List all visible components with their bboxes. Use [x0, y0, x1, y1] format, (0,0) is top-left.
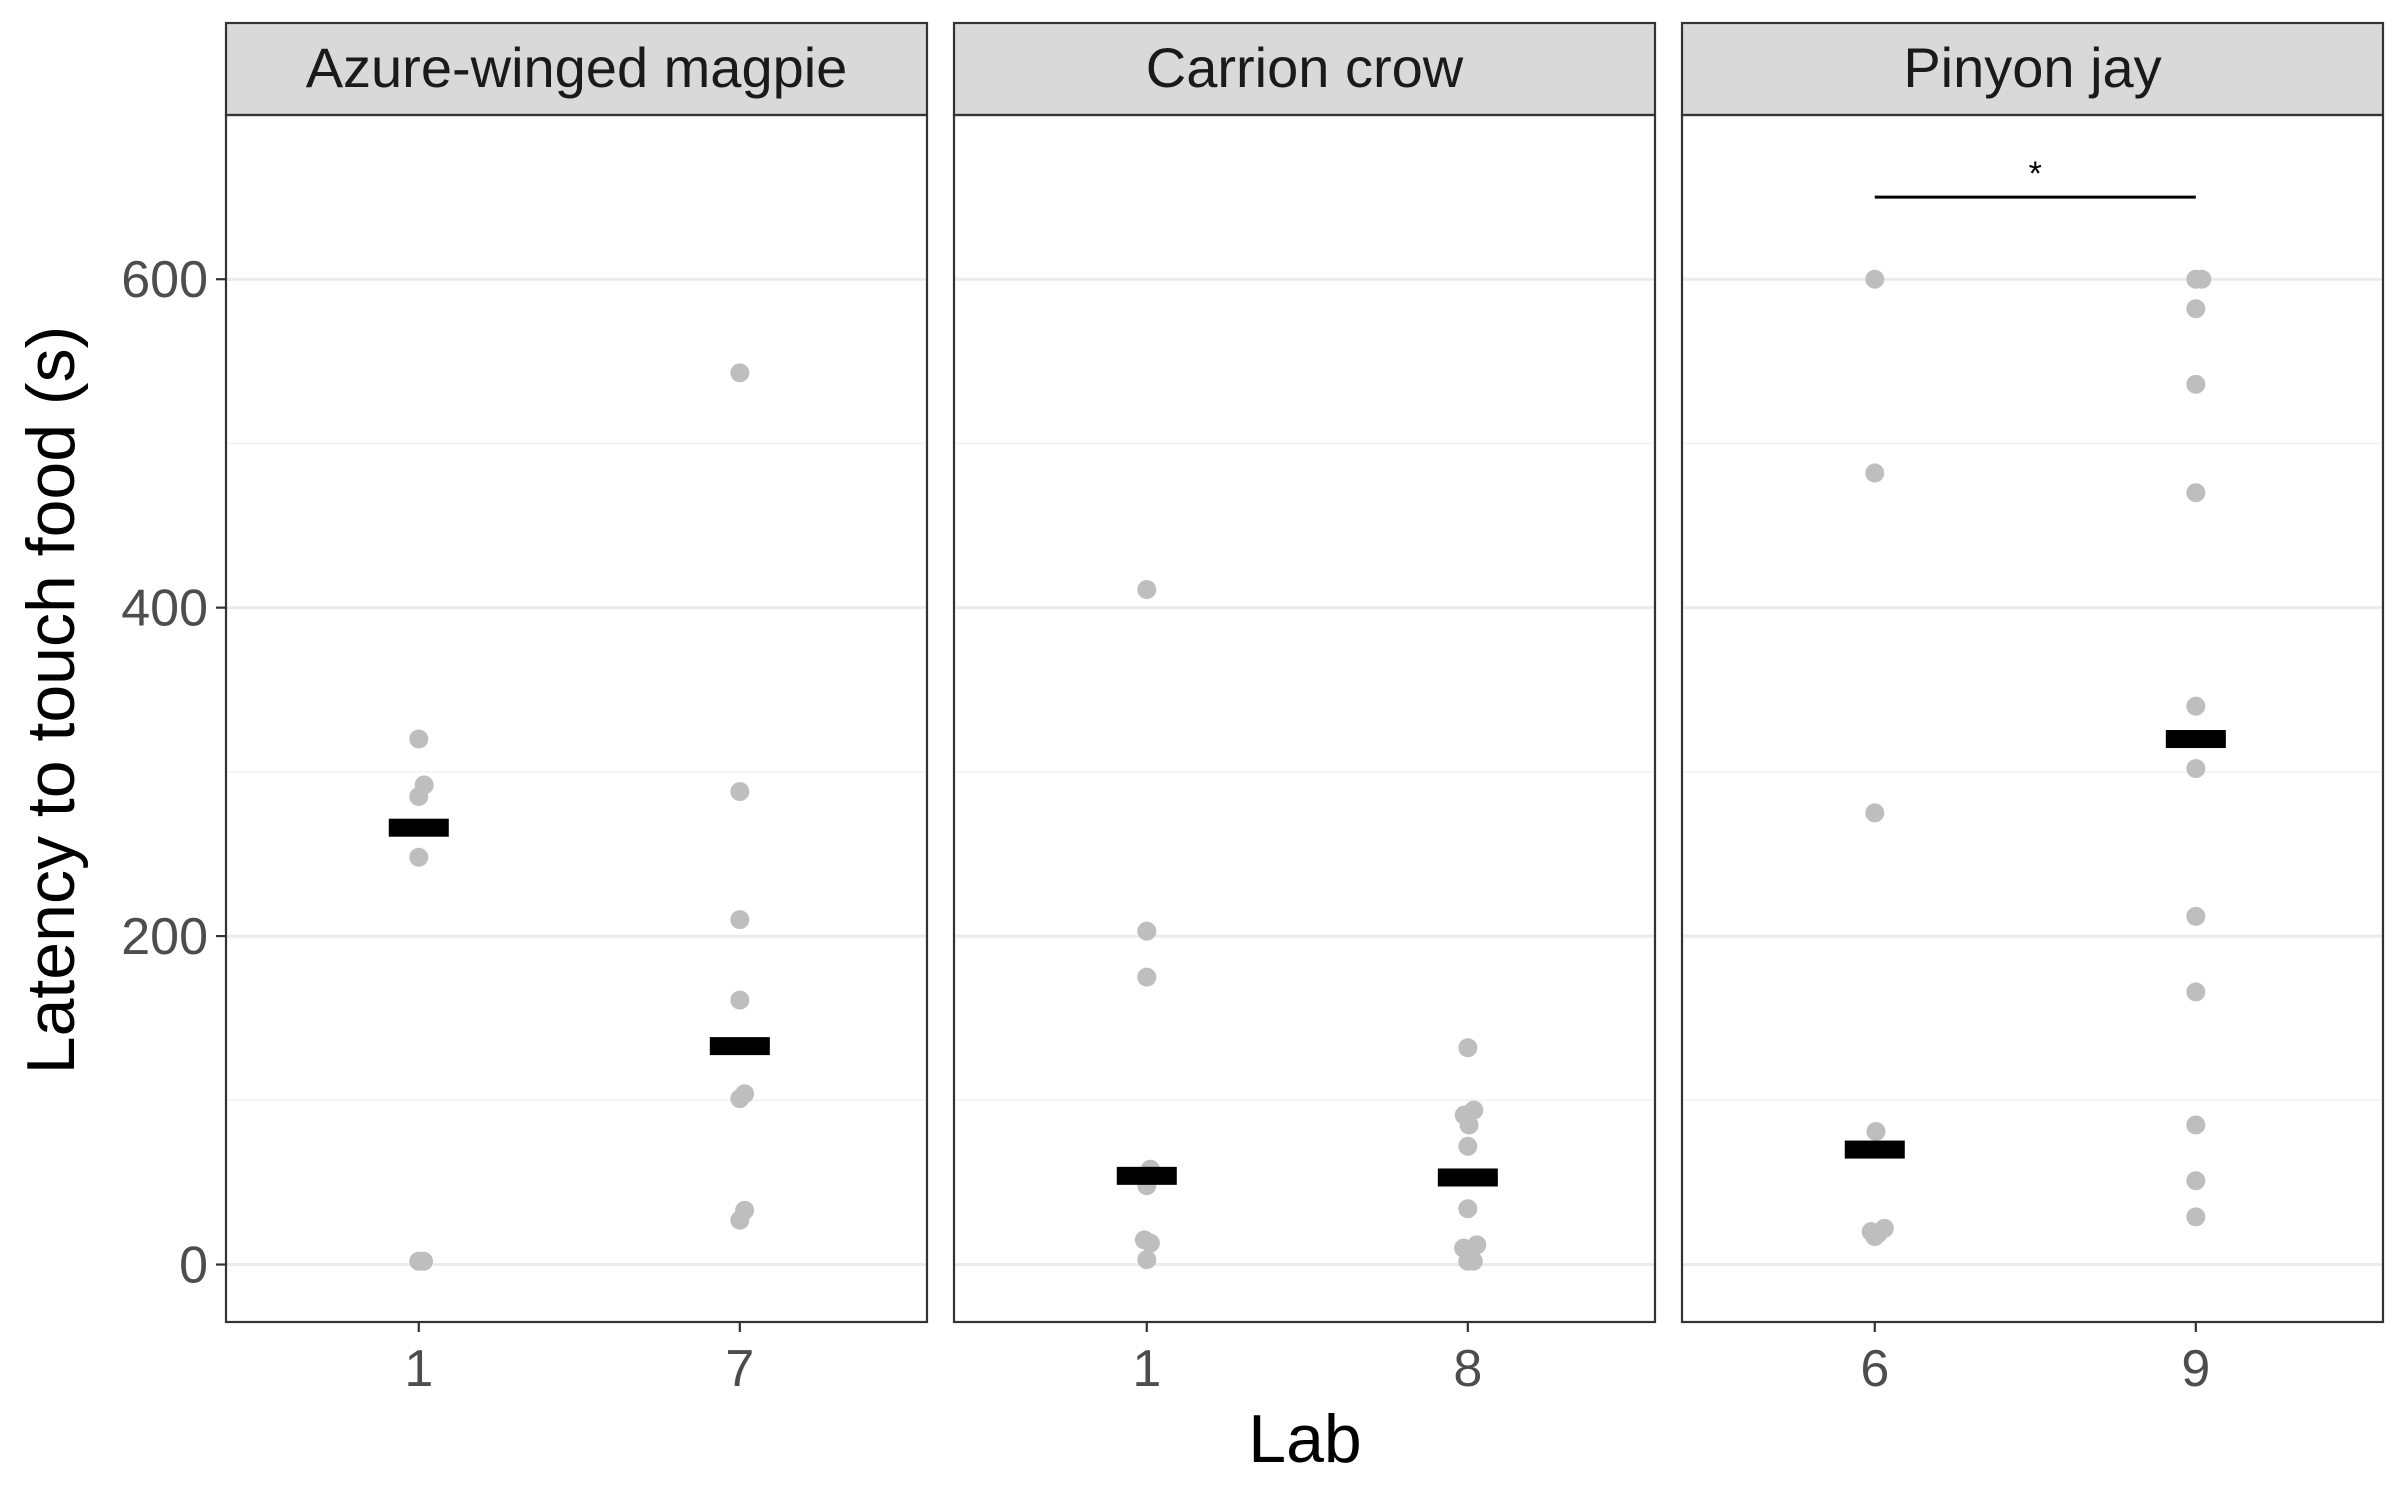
data-point [409, 787, 429, 807]
facet-title: Pinyon jay [1903, 36, 2161, 99]
facet-carrion-crow: Carrion crow [952, 21, 1657, 1324]
data-point [1137, 1250, 1157, 1270]
data-point [2186, 759, 2206, 779]
significance-label: * [2029, 155, 2042, 193]
data-point [1463, 1251, 1483, 1271]
data-point [1458, 1038, 1478, 1058]
y-axis: 0 200 400 600 [121, 251, 226, 1295]
data-point [1467, 1235, 1487, 1255]
data-point [414, 1251, 434, 1271]
data-point [1866, 1122, 1886, 1142]
data-point [1137, 580, 1157, 600]
y-axis-title: Latency to touch food (s) [13, 326, 89, 1074]
data-point [2186, 299, 2206, 319]
x-tick-label: 6 [1860, 1340, 1889, 1398]
data-point [2186, 483, 2206, 503]
data-point [1137, 921, 1157, 941]
data-point [730, 1210, 750, 1230]
median-bar [709, 1037, 770, 1056]
y-tick-label: 200 [121, 908, 208, 966]
data-point [730, 990, 750, 1010]
data-point [2186, 982, 2206, 1002]
facet-azure-winged-magpie: Azure-winged magpie [224, 21, 929, 1324]
data-point [1865, 463, 1885, 483]
data-point [1458, 1199, 1478, 1219]
facet-title: Azure-winged magpie [306, 36, 848, 99]
panel-border [1680, 113, 2385, 1324]
panel-border [952, 113, 1657, 1324]
x-tick-label: 1 [404, 1340, 433, 1398]
x-tick-label: 1 [1132, 1340, 1161, 1398]
median-bar [1116, 1166, 1177, 1185]
data-point [2186, 374, 2206, 394]
facet-title: Carrion crow [1146, 36, 1464, 99]
x-tick-label: 9 [2181, 1340, 2210, 1398]
facet-pinyon-jay: Pinyon jay * [1680, 21, 2385, 1324]
data-point [2186, 906, 2206, 926]
facet-strip [952, 21, 1657, 117]
data-point [730, 782, 750, 802]
y-tick-label: 0 [179, 1237, 208, 1295]
data-point [409, 847, 429, 867]
panels: Azure-winged magpie Carrion crow Pinyon ja… [224, 21, 2385, 1324]
data-point [1865, 269, 1885, 289]
data-point [2186, 1207, 2206, 1227]
data-point [730, 1089, 750, 1109]
median-bar [1437, 1168, 1498, 1187]
median-bar [1844, 1140, 1905, 1159]
data-point [2192, 269, 2212, 289]
y-tick-label: 400 [121, 580, 208, 638]
data-point [409, 729, 429, 749]
data-point [1458, 1136, 1478, 1156]
data-point [2186, 1171, 2206, 1191]
data-point [1137, 967, 1157, 987]
x-axis-title: Lab [1248, 1401, 1361, 1477]
data-point [1464, 1100, 1484, 1120]
data-point [1874, 1218, 1894, 1238]
facet-strip [1680, 21, 2385, 117]
data-point [2186, 1115, 2206, 1135]
data-point [1140, 1233, 1160, 1253]
x-tick-label: 8 [1453, 1340, 1482, 1398]
median-bar [388, 818, 449, 837]
median-bar [2165, 730, 2226, 749]
y-tick-label: 600 [121, 251, 208, 309]
data-point [2186, 696, 2206, 716]
x-tick-label: 7 [725, 1340, 754, 1398]
x-axis: 1 7 1 8 6 9 [404, 1322, 2210, 1398]
data-point [1459, 1115, 1479, 1135]
data-point [730, 363, 750, 383]
data-point [730, 910, 750, 930]
data-point [1865, 803, 1885, 823]
panel-border [224, 113, 929, 1324]
